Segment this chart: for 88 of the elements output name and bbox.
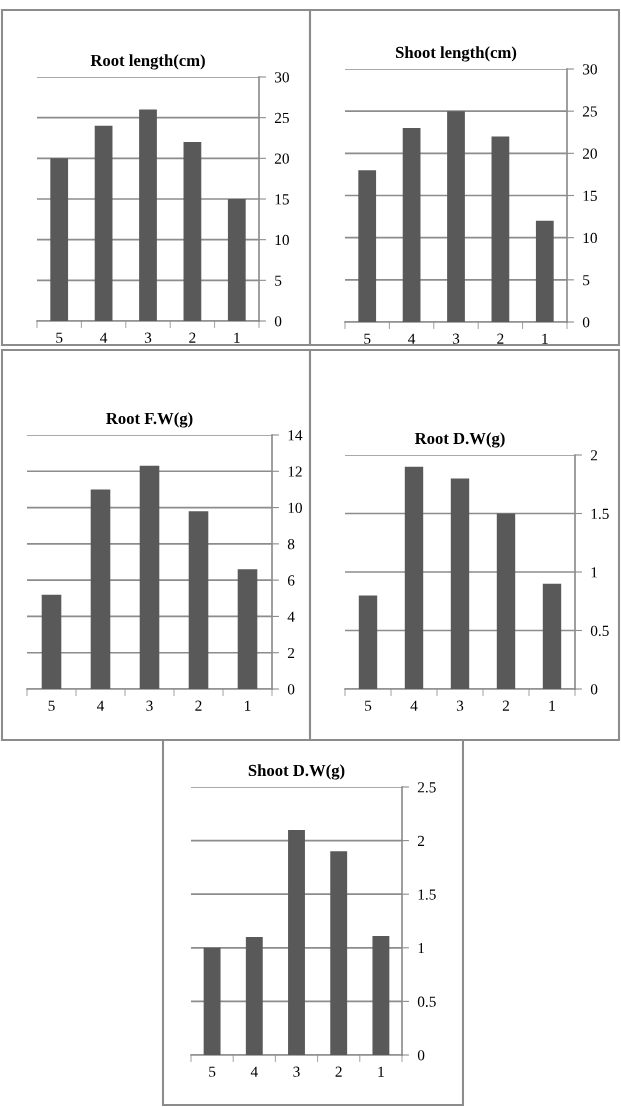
x-tick-label: 4: [100, 332, 108, 343]
y-tick-label: 30: [275, 72, 289, 83]
x-tick-label: 4: [410, 700, 418, 711]
y-tick-label: 25: [582, 106, 597, 117]
y-tick-label: 15: [583, 190, 597, 201]
y-tick-label: 0: [287, 684, 295, 695]
y-tick-label: 10: [583, 232, 597, 244]
chart-title: Root length(cm): [90, 54, 205, 70]
y-tick-label: 0: [582, 317, 590, 328]
chart-title: Shoot D.W(g): [248, 764, 345, 780]
bar: [188, 511, 209, 689]
y-tick-label: 15: [275, 194, 289, 205]
y-tick-label: 0.5: [590, 625, 609, 637]
x-tick-label: 3: [452, 333, 460, 344]
chart-title: Shoot length(cm): [396, 46, 517, 62]
y-tick-label: 0.5: [417, 996, 436, 1007]
y-tick-label: 2: [590, 450, 598, 461]
y-tick-label: 25: [274, 112, 289, 124]
x-tick-label: 1: [245, 700, 251, 711]
x-tick-label: 3: [146, 700, 153, 711]
bar: [139, 109, 157, 321]
bar: [404, 466, 424, 689]
x-tick-label: 1: [549, 700, 555, 711]
bar: [496, 513, 516, 689]
y-tick-label: 1: [591, 567, 597, 578]
bar: [41, 594, 62, 689]
x-tick-label: 3: [293, 1066, 300, 1077]
x-tick-label: 1: [378, 1066, 384, 1077]
bar: [402, 128, 421, 322]
x-tick-label: 2: [195, 700, 202, 711]
y-tick-label: 1.5: [418, 889, 436, 900]
bar: [542, 583, 562, 689]
bar: [491, 136, 510, 322]
bar: [358, 595, 378, 689]
y-tick-label: 0: [417, 1050, 425, 1061]
x-tick-label: 2: [189, 332, 196, 343]
x-tick-label: 1: [234, 332, 240, 343]
chart-title: Root D.W(g): [414, 432, 505, 448]
x-tick-label: 3: [456, 700, 464, 711]
bar: [330, 851, 348, 1055]
y-tick-label: 8: [287, 539, 295, 550]
x-tick-label: 3: [144, 332, 152, 343]
y-tick-label: 20: [582, 148, 597, 159]
bar: [358, 170, 377, 322]
bar: [237, 569, 258, 689]
y-tick-label: 10: [288, 502, 302, 514]
x-tick-label: 4: [408, 333, 416, 344]
bar: [288, 829, 305, 1055]
y-tick-label: 6: [287, 575, 295, 586]
x-tick-label: 5: [56, 332, 63, 343]
y-tick-label: 5: [583, 275, 590, 286]
bar: [447, 111, 465, 322]
bar: [203, 947, 221, 1055]
y-tick-label: 12: [288, 466, 302, 477]
x-tick-label: 2: [497, 333, 504, 344]
x-tick-label: 2: [335, 1066, 342, 1077]
bar: [245, 937, 263, 1055]
bar: [535, 220, 554, 322]
x-tick-label: 1: [542, 333, 548, 344]
x-tick-label: 4: [96, 700, 105, 711]
bar: [183, 142, 202, 321]
bar: [372, 936, 390, 1055]
x-tick-label: 2: [502, 700, 509, 711]
y-tick-label: 1: [418, 943, 424, 954]
bar: [139, 465, 160, 689]
y-tick-label: 30: [583, 64, 597, 75]
bar: [90, 489, 111, 689]
y-tick-label: 5: [275, 275, 282, 286]
x-tick-label: 5: [365, 700, 372, 711]
x-tick-label: 5: [48, 700, 55, 711]
y-tick-label: 14: [288, 430, 303, 441]
y-tick-label: 2: [417, 835, 425, 846]
x-tick-label: 4: [250, 1066, 258, 1077]
bar: [94, 125, 113, 321]
y-tick-label: 10: [275, 234, 289, 246]
y-tick-label: 4: [287, 611, 295, 622]
y-tick-label: 0: [590, 684, 598, 695]
y-tick-label: 20: [274, 153, 289, 164]
bar: [50, 158, 69, 321]
y-tick-label: 0: [274, 316, 282, 327]
bar: [450, 478, 470, 689]
y-tick-label: 1.5: [591, 508, 609, 520]
chart-title: Root F.W(g): [106, 412, 193, 428]
x-tick-label: 5: [209, 1066, 216, 1077]
y-tick-label: 2: [287, 647, 295, 659]
bar: [227, 199, 246, 321]
x-tick-label: 5: [364, 333, 371, 344]
y-tick-label: 2.5: [417, 782, 436, 793]
